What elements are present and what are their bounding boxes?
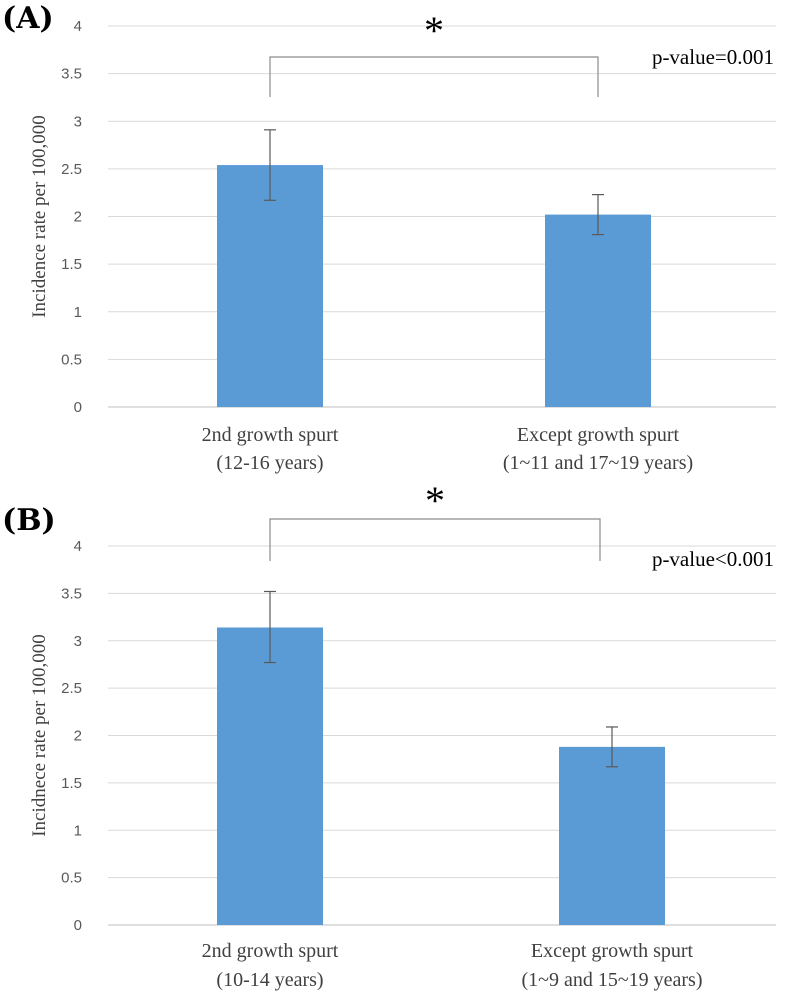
panel-b-y-tick-label: 2 [74, 728, 82, 745]
panel-a-y-tick-label: 0 [74, 399, 82, 416]
panel-b-y-tick-label: 1 [74, 822, 82, 839]
panel-b-y-tick-label: 3 [74, 633, 82, 650]
panel-b-y-tick-label: 2.5 [61, 680, 82, 697]
panel-a-y-tick-label: 1 [74, 304, 82, 321]
panel-a-y-axis-title: Incidence rate per 100,000 [29, 115, 50, 318]
panel-a-category-sublabel-2: (1~11 and 17~19 years) [503, 452, 693, 474]
panel-a-y-tick-label: 4 [74, 18, 82, 35]
panel-a-label: (A) [2, 1, 54, 36]
panel-a-y-tick-label: 3.5 [61, 66, 82, 83]
panel-a-category-label-1: 2nd growth spurt [202, 424, 339, 446]
panel-b-y-tick-label: 4 [74, 538, 82, 555]
panel-a-category-sublabel-1: (12-16 years) [216, 452, 323, 474]
panel-b-category-label-1: 2nd growth spurt [202, 940, 339, 962]
panel-a-y-tick-label: 0.5 [61, 351, 82, 368]
panel-a-category-label-2: Except growth spurt [517, 424, 680, 446]
panel-a-significance-marker: * [424, 8, 444, 53]
panel-b-significance-marker: * [425, 478, 445, 523]
panel-b-significance-bracket [269, 518, 601, 561]
panel-b-bar-2 [559, 746, 665, 925]
panel-a-y-tick-label: 2.5 [61, 161, 82, 178]
panel-a-y-tick-label: 1.5 [61, 256, 82, 273]
panel-b-y-tick-label: 1.5 [61, 775, 82, 792]
panel-b-y-tick-label: 0 [74, 917, 82, 934]
panel-b-category-sublabel-2: (1~9 and 15~19 years) [521, 969, 702, 991]
panel-b-category-label-2: Except growth spurt [531, 940, 694, 962]
panel-b-p-value: p-value<0.001 [652, 547, 774, 571]
panel-b-y-axis-title: Incidnece rate per 100,000 [29, 634, 50, 837]
panel-a-p-value: p-value=0.001 [652, 45, 774, 69]
panel-b-y-tick-label: 3.5 [61, 585, 82, 602]
panel-b-label: (B) [2, 503, 56, 538]
panel-a-bar-1 [217, 165, 323, 407]
panel-a-bar-2 [545, 214, 651, 407]
panel-a-significance-bracket [269, 56, 599, 97]
panel-a-y-tick-label: 2 [74, 209, 82, 226]
panel-b-bar-1 [217, 627, 323, 925]
panel-b-category-sublabel-1: (10-14 years) [216, 969, 323, 991]
panel-a-y-tick-label: 3 [74, 113, 82, 130]
panel-b-y-tick-label: 0.5 [61, 870, 82, 887]
